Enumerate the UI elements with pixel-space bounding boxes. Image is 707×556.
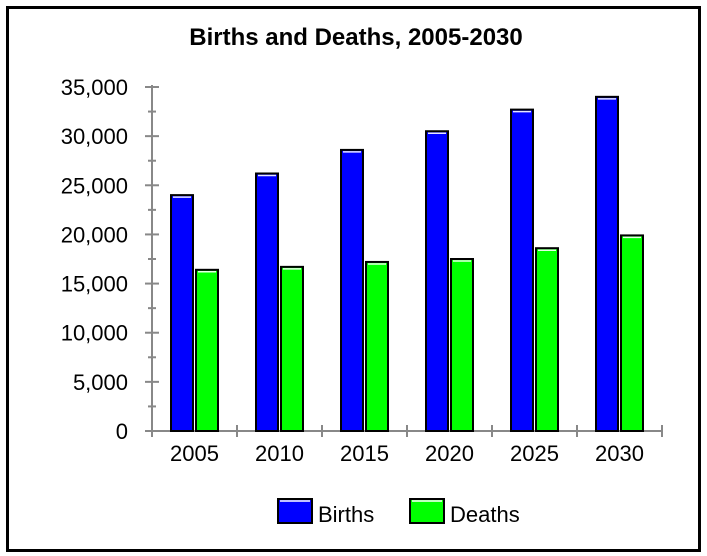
births-bar bbox=[425, 130, 449, 432]
births-bar bbox=[595, 95, 619, 432]
deaths-bar bbox=[535, 247, 559, 432]
births-bar bbox=[340, 148, 364, 432]
deaths-bar bbox=[195, 268, 219, 432]
deaths-legend-swatch bbox=[409, 498, 445, 524]
y-tick-label: 25,000 bbox=[61, 173, 128, 198]
deaths-bar bbox=[620, 234, 644, 432]
x-tick-label: 2020 bbox=[425, 441, 474, 466]
births-bar bbox=[255, 172, 279, 432]
y-tick-label: 30,000 bbox=[61, 124, 128, 149]
x-tick-label: 2010 bbox=[255, 441, 304, 466]
x-tick-label: 2015 bbox=[340, 441, 389, 466]
y-tick-label: 35,000 bbox=[61, 75, 128, 100]
x-tick-label: 2025 bbox=[510, 441, 559, 466]
bars bbox=[170, 95, 644, 432]
y-axis: 0 5,000 10,000 15,000 20,000 25,000 30,000 35,0… bbox=[61, 75, 159, 444]
deaths-bar bbox=[365, 260, 389, 432]
deaths-bar bbox=[280, 265, 304, 432]
legend: Births Deaths bbox=[277, 498, 520, 527]
y-tick-label: 10,000 bbox=[61, 321, 128, 346]
x-tick-label: 2005 bbox=[170, 441, 219, 466]
y-tick-label: 15,000 bbox=[61, 272, 128, 297]
legend-label: Births bbox=[318, 502, 374, 527]
x-axis: 2005 2010 2015 2020 2025 2030 bbox=[151, 425, 663, 466]
y-tick-label: 5,000 bbox=[73, 370, 128, 395]
x-tick-label: 2030 bbox=[595, 441, 644, 466]
births-bar bbox=[510, 108, 534, 432]
births-bar bbox=[170, 194, 194, 432]
legend-label: Deaths bbox=[450, 502, 520, 527]
chart-title: Births and Deaths, 2005-2030 bbox=[189, 24, 522, 51]
deaths-bar bbox=[450, 258, 474, 432]
y-tick-label: 0 bbox=[116, 419, 128, 444]
births-legend-swatch bbox=[277, 498, 313, 524]
y-tick-label: 20,000 bbox=[61, 222, 128, 247]
